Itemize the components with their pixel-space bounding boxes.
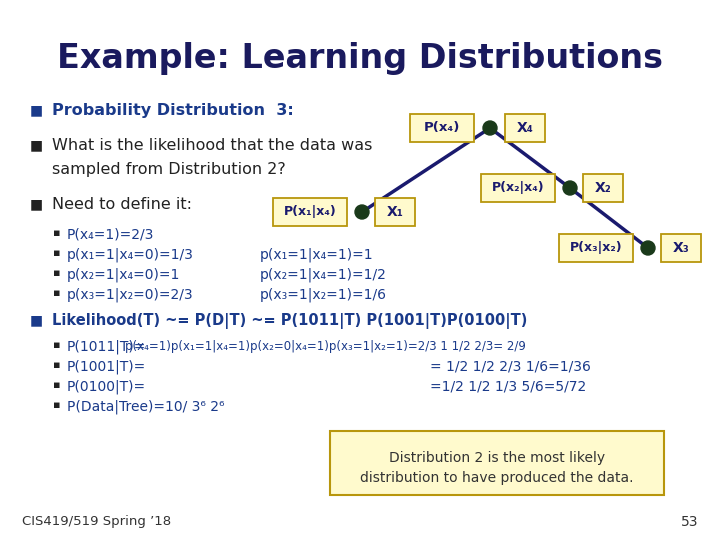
Text: X₁: X₁	[387, 205, 403, 219]
Text: ■: ■	[30, 103, 43, 117]
Text: p(x₄=1)p(x₁=1|x₄=1)p(x₂=0|x₄=1)p(x₃=1|x₂=1)=2/3 1 1/2 2/3= 2/9: p(x₄=1)p(x₁=1|x₄=1)p(x₂=0|x₄=1)p(x₃=1|x₂…	[125, 340, 526, 353]
Text: Example: Learning Distributions: Example: Learning Distributions	[57, 42, 663, 75]
Text: Need to define it:: Need to define it:	[52, 197, 192, 212]
Text: CIS419/519 Spring ’18: CIS419/519 Spring ’18	[22, 515, 171, 528]
Circle shape	[641, 241, 655, 255]
Text: p(x₂=1|x₄=0)=1: p(x₂=1|x₄=0)=1	[67, 268, 181, 282]
Text: P(x₂|x₄): P(x₂|x₄)	[492, 181, 544, 194]
Text: p(x₁=1|x₄=1)=1: p(x₁=1|x₄=1)=1	[260, 248, 374, 262]
FancyBboxPatch shape	[410, 114, 474, 142]
Text: X₂: X₂	[595, 181, 611, 195]
Text: p(x₃=1|x₂=1)=1/6: p(x₃=1|x₂=1)=1/6	[260, 288, 387, 302]
FancyBboxPatch shape	[559, 234, 633, 262]
Text: ■: ■	[30, 197, 43, 211]
Text: P(Data|Tree)=10/ 3⁶ 2⁶: P(Data|Tree)=10/ 3⁶ 2⁶	[67, 400, 225, 415]
Text: p(x₁=1|x₄=0)=1/3: p(x₁=1|x₄=0)=1/3	[67, 248, 194, 262]
Text: X₄: X₄	[516, 121, 534, 135]
Text: ▪: ▪	[53, 288, 60, 298]
Text: p(x₃=1|x₂=0)=2/3: p(x₃=1|x₂=0)=2/3	[67, 288, 194, 302]
Circle shape	[483, 121, 497, 135]
Text: P(1001|T)=: P(1001|T)=	[67, 360, 146, 375]
Text: P(x₃|x₂): P(x₃|x₂)	[570, 241, 622, 254]
FancyBboxPatch shape	[375, 198, 415, 226]
Text: ▪: ▪	[53, 228, 60, 238]
Text: P(x₄=1)=2/3: P(x₄=1)=2/3	[67, 228, 154, 242]
Text: ▪: ▪	[53, 380, 60, 390]
Text: P(x₄): P(x₄)	[424, 122, 460, 134]
FancyBboxPatch shape	[583, 174, 623, 202]
Circle shape	[563, 181, 577, 195]
Text: p(x₂=1|x₄=1)=1/2: p(x₂=1|x₄=1)=1/2	[260, 268, 387, 282]
Text: Likelihood(T) ~= P(D|T) ~= P(1011|T) P(1001|T)P(0100|T): Likelihood(T) ~= P(D|T) ~= P(1011|T) P(1…	[52, 313, 527, 329]
FancyBboxPatch shape	[273, 198, 347, 226]
FancyBboxPatch shape	[481, 174, 555, 202]
Text: = 1/2 1/2 2/3 1/6=1/36: = 1/2 1/2 2/3 1/6=1/36	[430, 360, 591, 374]
Text: ▪: ▪	[53, 400, 60, 410]
Text: =1/2 1/2 1/3 5/6=5/72: =1/2 1/2 1/3 5/6=5/72	[430, 380, 586, 394]
Text: ■: ■	[30, 138, 43, 152]
Text: P(0100|T)=: P(0100|T)=	[67, 380, 146, 395]
Text: ▪: ▪	[53, 340, 60, 350]
Text: Probability Distribution  3:: Probability Distribution 3:	[52, 103, 294, 118]
Text: ▪: ▪	[53, 360, 60, 370]
Text: X₃: X₃	[672, 241, 689, 255]
Text: P(1011|T)=: P(1011|T)=	[67, 340, 146, 354]
Text: sampled from Distribution 2?: sampled from Distribution 2?	[52, 162, 286, 177]
Text: ■: ■	[30, 313, 43, 327]
Text: distribution to have produced the data.: distribution to have produced the data.	[360, 471, 634, 485]
Text: P(x₁|x₄): P(x₁|x₄)	[284, 206, 336, 219]
FancyBboxPatch shape	[505, 114, 545, 142]
FancyBboxPatch shape	[661, 234, 701, 262]
FancyBboxPatch shape	[330, 431, 664, 495]
Text: ▪: ▪	[53, 268, 60, 278]
Circle shape	[355, 205, 369, 219]
Text: Distribution 2 is the most likely: Distribution 2 is the most likely	[389, 451, 605, 465]
Text: 53: 53	[680, 515, 698, 529]
Text: ▪: ▪	[53, 248, 60, 258]
Text: What is the likelihood that the data was: What is the likelihood that the data was	[52, 138, 372, 153]
